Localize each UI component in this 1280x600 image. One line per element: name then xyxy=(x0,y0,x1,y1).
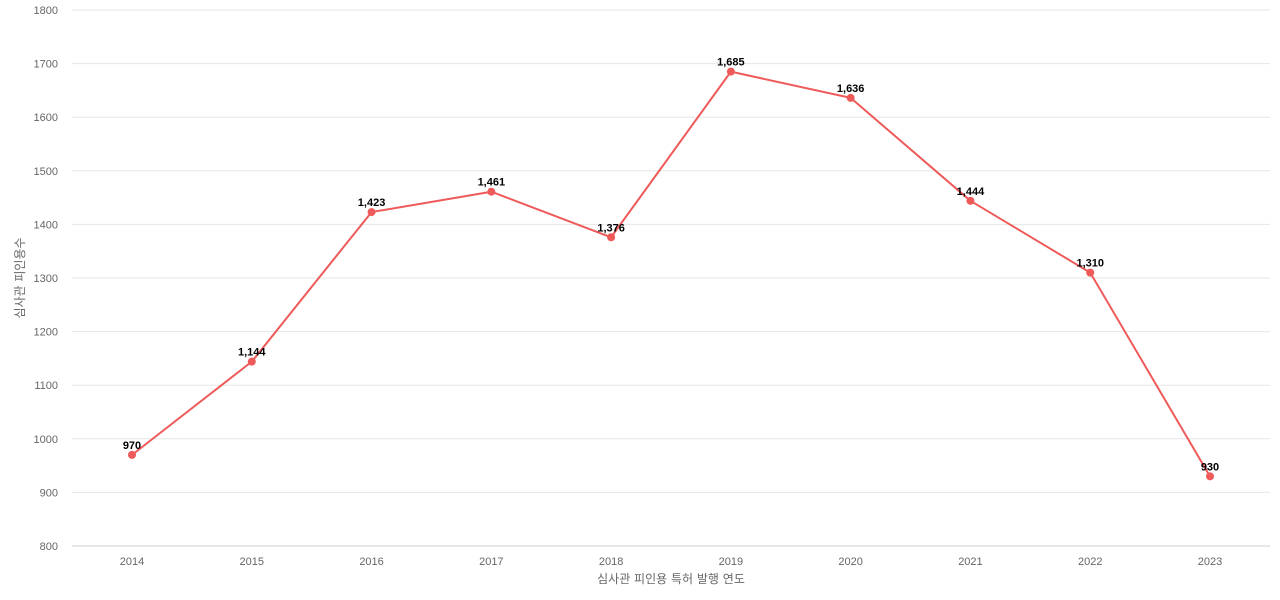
data-label: 1,685 xyxy=(717,57,745,69)
x-tick-label: 2021 xyxy=(958,556,982,568)
data-point[interactable] xyxy=(367,208,376,217)
y-tick-label: 1100 xyxy=(34,380,58,392)
y-tick-label: 1700 xyxy=(34,59,58,71)
data-label: 1,636 xyxy=(837,83,865,95)
data-point[interactable] xyxy=(1206,472,1214,481)
y-tick-label: 1300 xyxy=(34,273,58,285)
y-tick-label: 800 xyxy=(40,541,58,553)
y-tick-label: 1600 xyxy=(34,112,58,124)
x-tick-label: 2017 xyxy=(479,556,503,568)
data-point[interactable] xyxy=(247,357,256,366)
series-line-group xyxy=(128,67,1214,481)
grid-lines xyxy=(72,9,1270,547)
data-point[interactable] xyxy=(726,67,735,76)
data-point[interactable] xyxy=(966,196,975,205)
y-axis-title: 심사관 피인용수 xyxy=(13,237,27,318)
data-point[interactable] xyxy=(487,187,496,196)
y-tick-label: 1400 xyxy=(34,219,58,231)
y-tick-label: 1200 xyxy=(34,327,58,339)
x-tick-label: 2023 xyxy=(1198,556,1222,568)
x-tick-label: 2022 xyxy=(1078,556,1102,568)
x-tick-label: 2020 xyxy=(838,556,862,568)
data-point[interactable] xyxy=(846,93,855,102)
y-tick-label: 1800 xyxy=(34,5,58,17)
x-tick-label: 2019 xyxy=(719,556,743,568)
x-tick-label: 2015 xyxy=(240,556,264,568)
data-label: 930 xyxy=(1201,461,1219,473)
data-label: 1,144 xyxy=(238,347,266,359)
data-point[interactable] xyxy=(607,233,616,242)
data-label: 1,310 xyxy=(1076,258,1104,270)
data-label: 1,376 xyxy=(597,222,625,234)
x-tick-label: 2016 xyxy=(359,556,383,568)
x-axis-title: 심사관 피인용 특허 발행 연도 xyxy=(597,571,745,586)
data-label: 1,423 xyxy=(358,197,386,209)
data-point[interactable] xyxy=(1086,268,1095,277)
y-tick-label: 1500 xyxy=(34,166,58,178)
data-label: 970 xyxy=(123,440,141,452)
data-labels: 970 1,144 1,423 1,461 1,376 1,685 1,636 1,444 1,… xyxy=(123,57,1219,474)
data-label: 1,461 xyxy=(478,177,506,189)
y-tick-label: 1000 xyxy=(34,434,58,446)
y-tick-label: 900 xyxy=(40,487,58,499)
x-tick-label: 2018 xyxy=(599,556,623,568)
data-point[interactable] xyxy=(128,450,136,459)
series-line xyxy=(131,70,1211,477)
y-axis-ticks: 800 900 1000 1100 1200 1300 1400 1500 1600 1700 18… xyxy=(34,5,58,553)
x-tick-label: 2014 xyxy=(120,556,144,568)
x-axis-ticks: 2014 2015 2016 2017 2018 2019 2020 2021 2022 2023 xyxy=(120,556,1222,568)
data-label: 1,444 xyxy=(957,186,985,198)
